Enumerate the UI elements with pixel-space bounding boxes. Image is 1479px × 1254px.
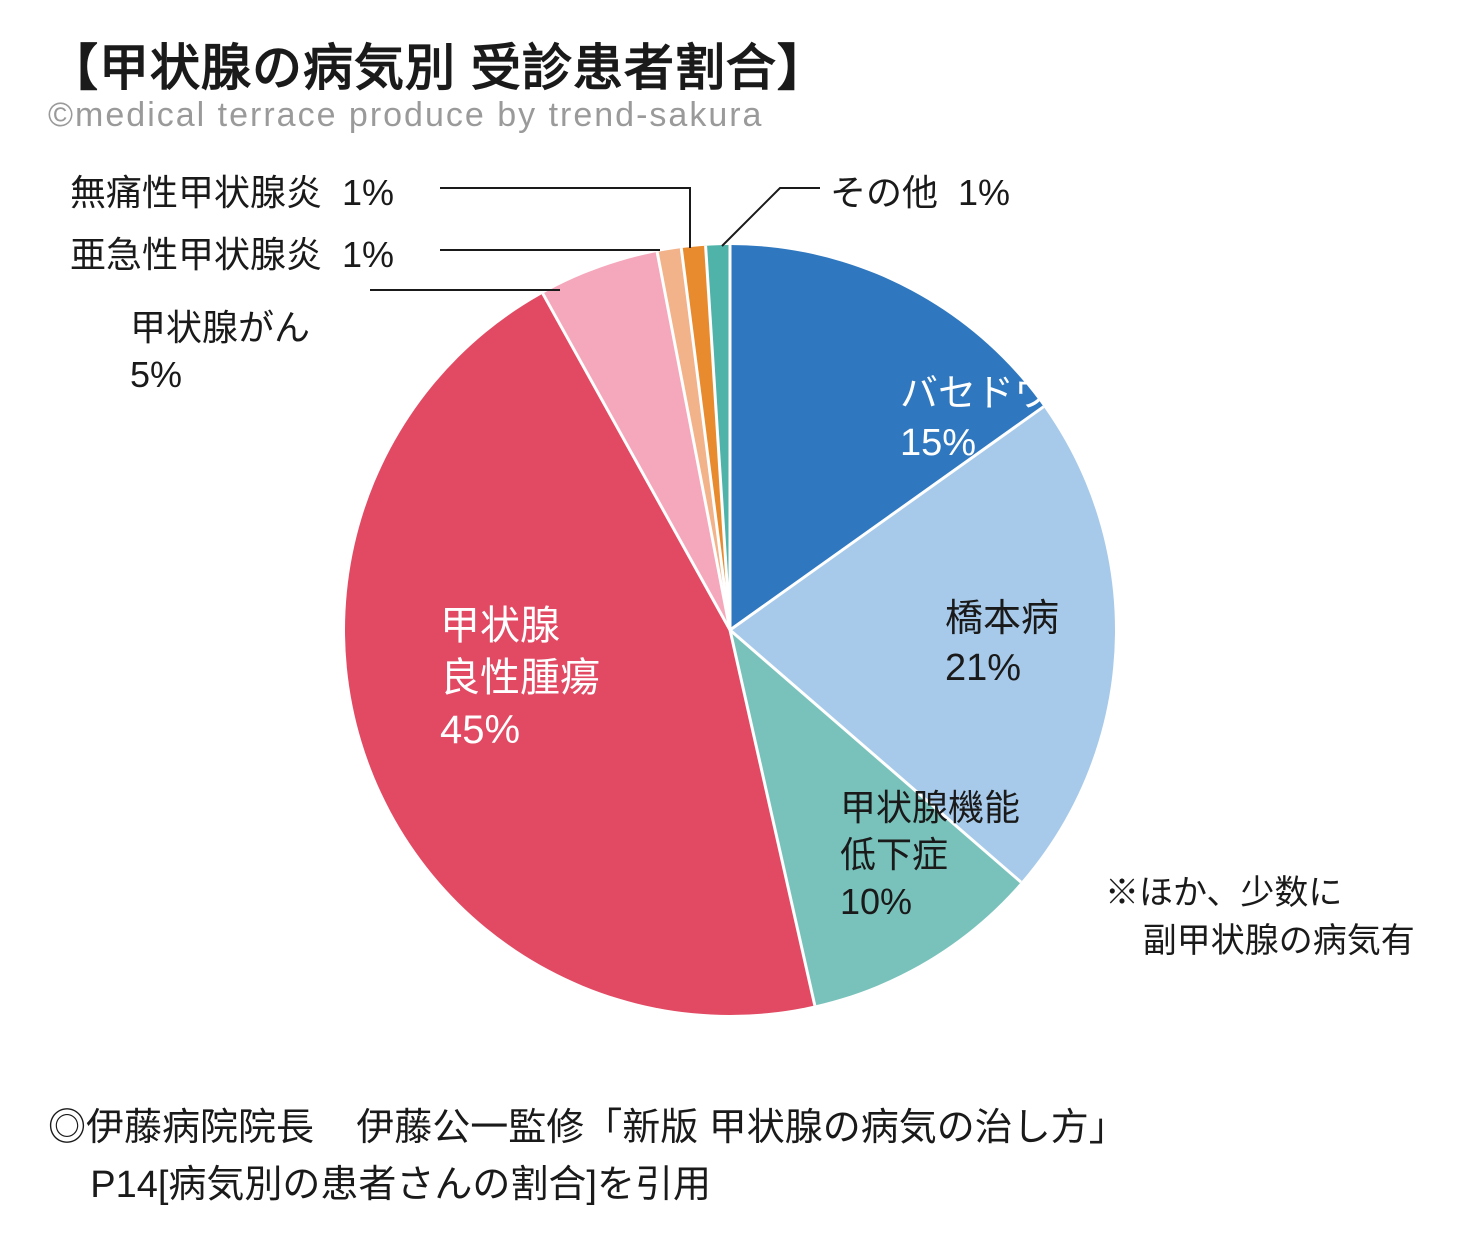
leader-label-other: その他 1%	[830, 170, 1010, 217]
leader-label-cancer: 甲状腺がん 5%	[130, 305, 310, 399]
slice-label-basedow: バセドウ病 15%	[900, 370, 1090, 469]
chart-footnote: ※ほか、少数に 副甲状腺の病気有	[1105, 870, 1415, 965]
leader-label-subacute: 亜急性甲状腺炎 1%	[70, 232, 394, 279]
copyright-text: ©medical terrace produce by trend-sakura	[48, 96, 763, 135]
slice-label-hashimoto: 橋本病 21%	[945, 595, 1059, 694]
leader-label-painless: 無痛性甲状腺炎 1%	[70, 170, 394, 217]
slice-label-hypothyroid: 甲状腺機能 低下症 10%	[840, 785, 1020, 925]
slice-label-benign: 甲状腺 良性腫瘍 45%	[440, 600, 600, 756]
source-citation: ◎伊藤病院院長 伊藤公一監修「新版 甲状腺の病気の治し方」 P14[病気別の患者…	[48, 1100, 1127, 1214]
chart-title: 【甲状腺の病気別 受診患者割合】	[48, 28, 828, 100]
page: 【甲状腺の病気別 受診患者割合】 ©medical terrace produc…	[0, 0, 1479, 1254]
